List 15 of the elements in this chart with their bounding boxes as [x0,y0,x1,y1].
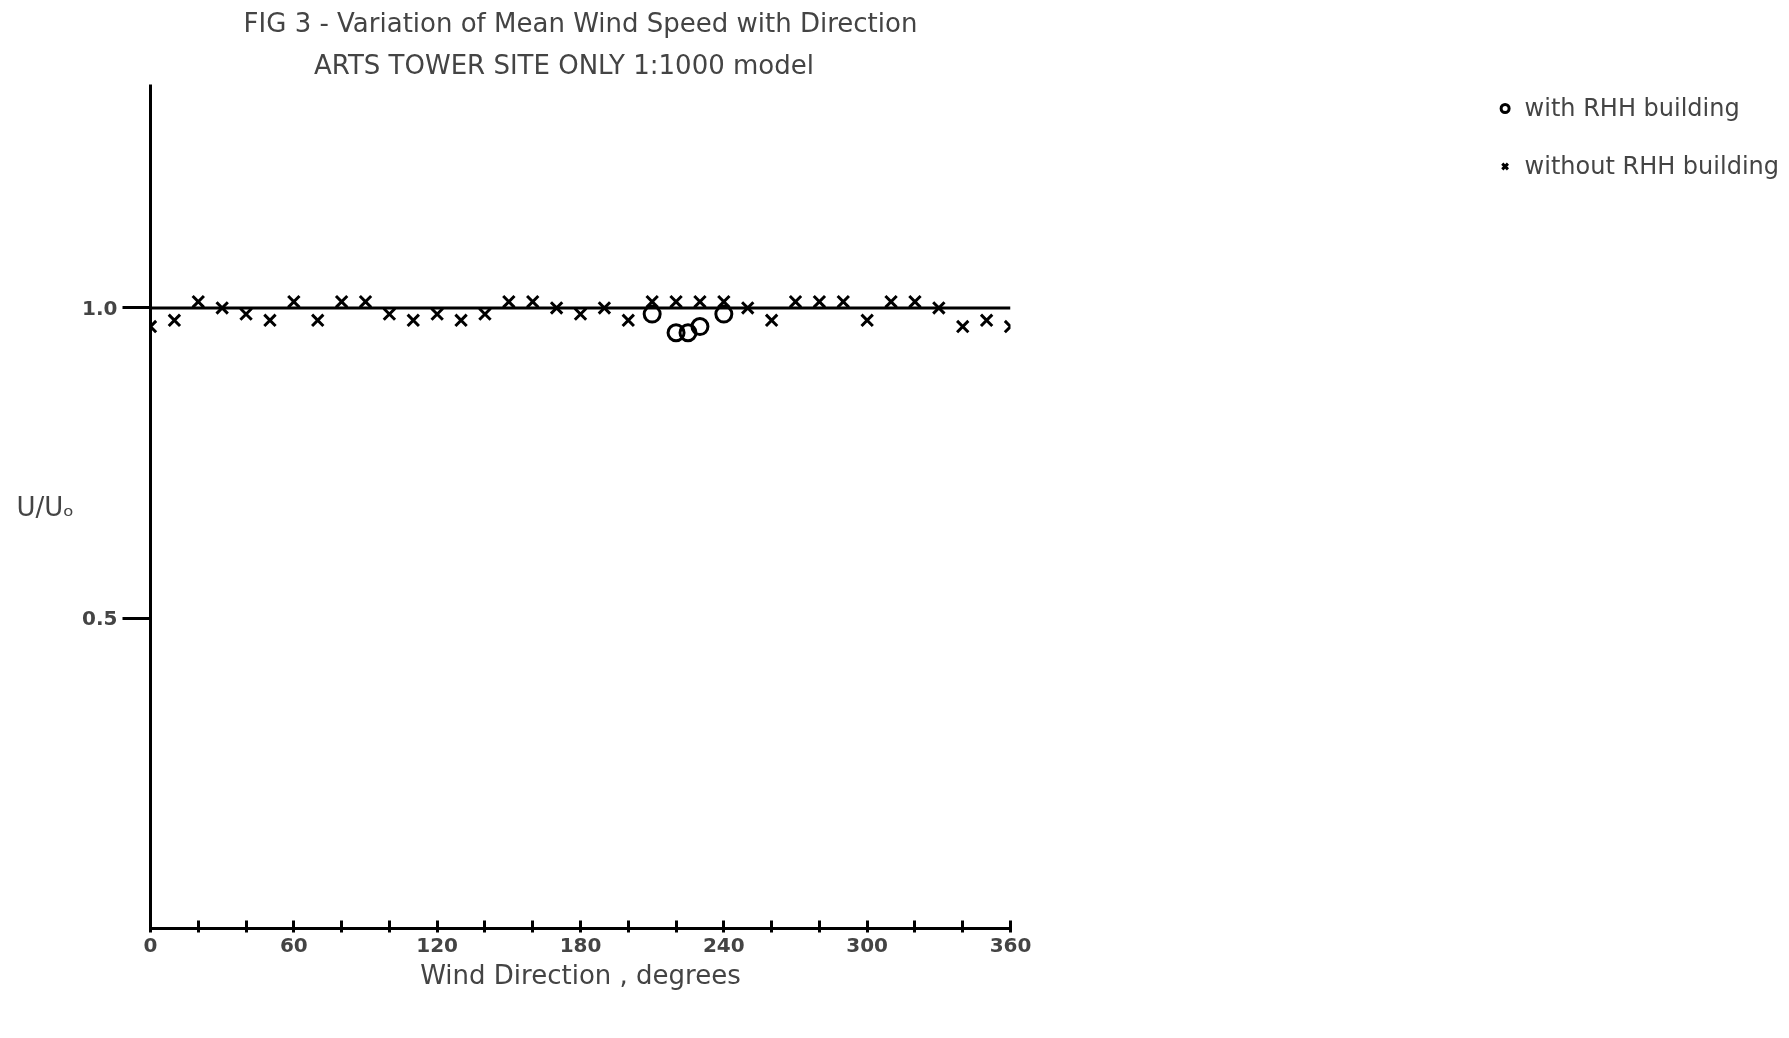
y-tick-label: 1.0 [82,295,118,320]
y-tick-label: 0.5 [82,606,118,631]
legend-label: without RHH building [1524,152,1779,180]
chart-subtitle: ARTS TOWER SITE ONLY 1:1000 model [313,49,814,80]
x-tick-label: 0 [143,932,158,957]
x-tick-label: 360 [989,932,1032,957]
x-tick-label: 300 [846,932,889,957]
legend-label: with RHH building [1524,94,1740,122]
x-tick-label: 240 [702,932,745,957]
y-axis-title: U/Uₒ [16,491,75,522]
x-tick-label: 60 [279,932,308,957]
x-tick-label: 120 [416,932,459,957]
chart-title: FIG 3 - Variation of Mean Wind Speed with Direction [243,7,918,38]
x-axis-title: Wind Direction , degrees [420,959,741,990]
x-tick-label: 180 [559,932,602,957]
